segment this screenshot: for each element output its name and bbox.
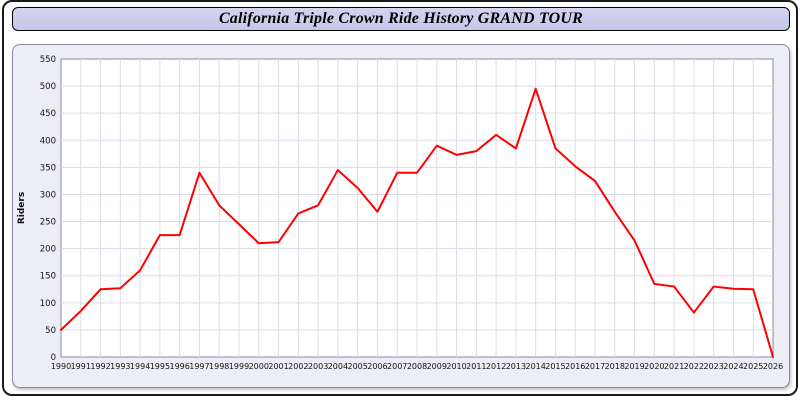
x-tick-label: 2020 xyxy=(644,362,664,371)
x-tick-label: 1990 xyxy=(51,362,71,371)
x-tick-label: 1998 xyxy=(209,362,229,371)
x-tick-label: 1991 xyxy=(71,362,91,371)
x-tick-label: 2005 xyxy=(347,362,367,371)
title-bar: California Triple Crown Ride History GRA… xyxy=(12,7,790,31)
y-tick-label: 200 xyxy=(40,245,56,255)
x-tick-label: 2019 xyxy=(624,362,644,371)
x-tick-label: 2014 xyxy=(525,362,545,371)
x-tick-label: 2024 xyxy=(723,362,743,371)
y-tick-label: 550 xyxy=(40,55,56,65)
x-tick-label: 2022 xyxy=(684,362,704,371)
x-tick-label: 1993 xyxy=(110,362,130,371)
x-tick-label: 2016 xyxy=(565,362,585,371)
x-tick-label: 2023 xyxy=(703,362,723,371)
y-tick-label: 300 xyxy=(40,190,56,200)
x-tick-label: 2015 xyxy=(545,362,565,371)
y-axis-title: Riders xyxy=(17,192,27,224)
x-tick-label: 2010 xyxy=(446,362,466,371)
x-tick-label: 2004 xyxy=(328,362,348,371)
x-tick-label: 2025 xyxy=(743,362,763,371)
riders-line-series xyxy=(60,87,774,358)
y-tick-label: 0 xyxy=(51,353,56,363)
y-tick-label: 500 xyxy=(40,82,56,92)
x-tick-label: 1992 xyxy=(90,362,110,371)
x-tick-label: 1995 xyxy=(150,362,170,371)
x-tick-label: 2006 xyxy=(367,362,387,371)
y-tick-label: 100 xyxy=(40,299,56,309)
x-tick-label: 2026 xyxy=(763,362,783,371)
x-tick-label: 2001 xyxy=(268,362,288,371)
y-tick-label: 350 xyxy=(40,163,56,173)
y-tick-label: 400 xyxy=(40,136,56,146)
x-tick-label: 2002 xyxy=(288,362,308,371)
x-tick-label: 2012 xyxy=(486,362,506,371)
line-chart-svg: 1990 1991 1992 1993 1994 1995 1996 1997 1998 1999… xyxy=(17,55,783,371)
x-tick-label: 1999 xyxy=(229,362,249,371)
y-tick-label: 150 xyxy=(40,272,56,282)
chart-panel: 1990 1991 1992 1993 1994 1995 1996 1997 1998 1999… xyxy=(12,44,790,388)
x-tick-label: 2013 xyxy=(506,362,526,371)
x-tick-label: 2008 xyxy=(407,362,427,371)
x-tick-label: 1996 xyxy=(169,362,189,371)
x-tick-label: 1994 xyxy=(130,362,150,371)
y-tick-label: 450 xyxy=(40,109,56,119)
x-tick-label: 2007 xyxy=(387,362,407,371)
x-tick-label: 1997 xyxy=(189,362,209,371)
x-tick-label: 2003 xyxy=(308,362,328,371)
x-tick-label: 2018 xyxy=(605,362,625,371)
y-tick-label: 50 xyxy=(45,326,56,336)
x-tick-label: 2011 xyxy=(466,362,486,371)
y-tick-label: 250 xyxy=(40,218,56,228)
x-tick-label: 2017 xyxy=(585,362,605,371)
x-tick-label: 2009 xyxy=(427,362,447,371)
x-tick-label: 2021 xyxy=(664,362,684,371)
chart-title: California Triple Crown Ride History GRA… xyxy=(218,10,584,27)
x-tick-label: 2000 xyxy=(249,362,269,371)
